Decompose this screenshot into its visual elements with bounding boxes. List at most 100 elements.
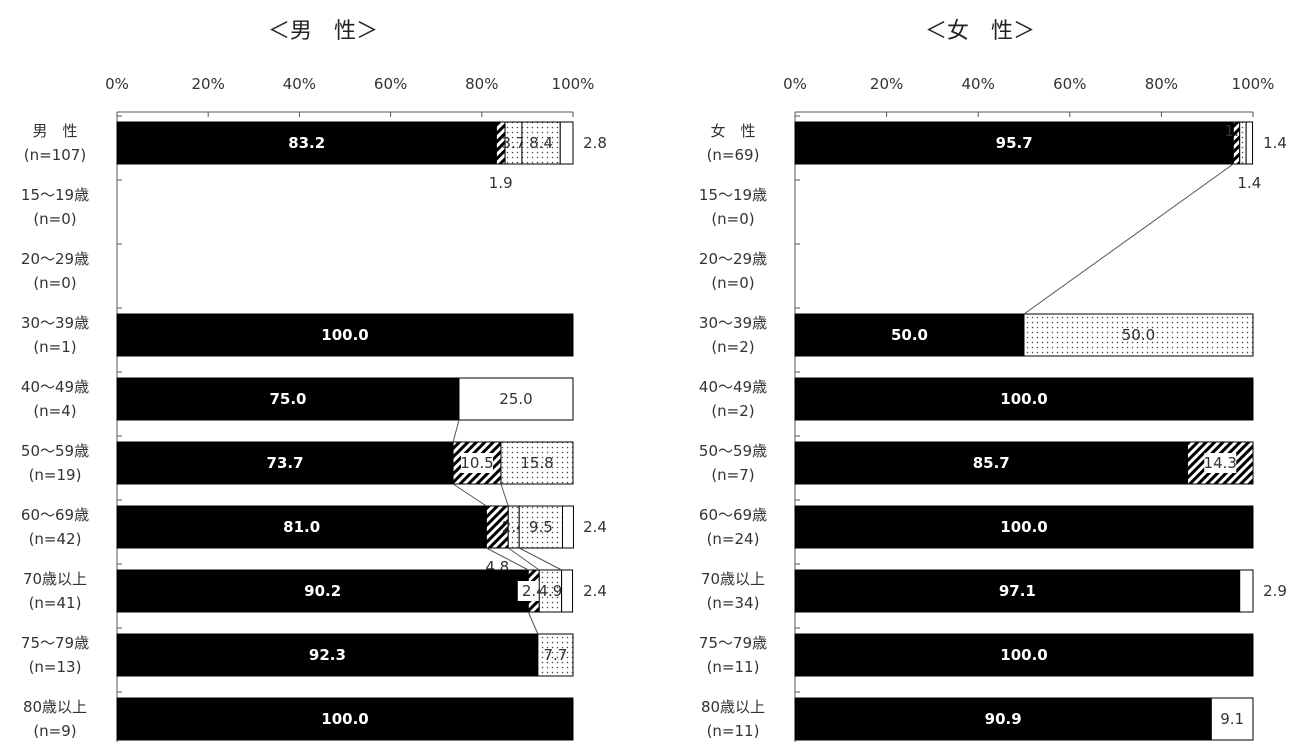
connector-line: [527, 611, 539, 635]
category-label: 50～59歳: [21, 442, 89, 460]
data-label: 100.0: [321, 326, 368, 344]
data-label: 10.5: [460, 454, 493, 472]
x-tick-label: 60%: [1053, 75, 1086, 93]
bar-segment: [458, 377, 574, 421]
connector-line: [500, 483, 509, 507]
category-label: 15～19歳: [699, 186, 767, 204]
bar-segment: [794, 505, 1254, 549]
data-label: 90.2: [304, 582, 341, 600]
bar-segment: [559, 121, 574, 165]
connector-line: [1023, 163, 1234, 315]
x-tick-label: 0%: [105, 75, 129, 93]
category-label: 70歳以上: [23, 570, 87, 588]
bar-segment: [116, 697, 574, 741]
data-label: 8.4: [529, 134, 553, 152]
bar-segment: [1023, 313, 1254, 357]
category-n-label: (n=4): [33, 402, 76, 420]
category-n-label: (n=107): [24, 146, 86, 164]
x-tick-label: 40%: [283, 75, 316, 93]
data-label: 100.0: [1000, 390, 1047, 408]
category-n-label: (n=11): [707, 658, 760, 676]
category-label: 30～39歳: [699, 314, 767, 332]
x-tick-label: 0%: [783, 75, 807, 93]
category-n-label: (n=2): [711, 402, 754, 420]
category-label: 60～69歳: [21, 506, 89, 524]
data-label: 1.4: [1237, 174, 1261, 192]
chart-panel-female: ＜女 性＞ 0% 20% 40% 60% 80% 100% 女 性 (n=69) 95.7 1.4 1…: [699, 19, 1287, 742]
data-label: 95.7: [996, 134, 1033, 152]
category-label: 75～79歳: [21, 634, 89, 652]
data-label: 3.7: [502, 134, 526, 152]
category-n-label: (n=19): [29, 466, 82, 484]
bar-segment: [794, 121, 1234, 165]
bar-segment: [794, 441, 1189, 485]
category-n-label: (n=42): [29, 530, 82, 548]
category-n-label: (n=0): [33, 274, 76, 292]
data-label: 2.4: [583, 518, 607, 536]
category-label: 女 性: [710, 122, 755, 140]
bar-segment: [537, 633, 574, 677]
bar-segment: [500, 441, 574, 485]
bar-segment: [1239, 569, 1254, 613]
data-label: 90.9: [985, 710, 1022, 728]
data-label: 4.9: [538, 582, 562, 600]
x-tick-label: 20%: [192, 75, 225, 93]
category-label: 15～19歳: [21, 186, 89, 204]
chart-title: ＜女 性＞: [925, 19, 1035, 44]
data-label: 9.5: [529, 518, 553, 536]
data-label: 81.0: [283, 518, 320, 536]
category-label: 70歳以上: [701, 570, 765, 588]
connector-line: [486, 547, 529, 571]
bar-segment: [561, 569, 574, 613]
category-label: 20～29歳: [21, 250, 89, 268]
category-n-label: (n=7): [711, 466, 754, 484]
data-label: 100.0: [321, 710, 368, 728]
bar-segment: [518, 505, 564, 549]
data-label: 14.3: [1204, 454, 1237, 472]
connector-line: [507, 547, 540, 571]
category-label: 40～49歳: [21, 378, 89, 396]
category-n-label: (n=9): [33, 722, 76, 740]
category-label: 20～29歳: [699, 250, 767, 268]
data-label: 25.0: [499, 390, 532, 408]
data-label: 73.7: [267, 454, 304, 472]
bar-segment: [116, 505, 487, 549]
data-label: 100.0: [1000, 518, 1047, 536]
category-n-label: (n=2): [711, 338, 754, 356]
data-label-bg: [461, 453, 494, 473]
connector-line: [518, 547, 562, 571]
connector-line: [452, 419, 460, 443]
data-label: 2.9: [1263, 582, 1287, 600]
category-n-label: (n=41): [29, 594, 82, 612]
data-label: 83.2: [288, 134, 325, 152]
category-label: 60～69歳: [699, 506, 767, 524]
category-label: 80歳以上: [701, 698, 765, 716]
category-n-label: (n=34): [707, 594, 760, 612]
category-n-label: (n=24): [707, 530, 760, 548]
category-label: 30～39歳: [21, 314, 89, 332]
data-label: 85.7: [973, 454, 1010, 472]
bar-segment: [116, 569, 529, 613]
data-label: 2.4: [583, 582, 607, 600]
bar-segment: [794, 633, 1254, 677]
bar-segment: [116, 633, 539, 677]
bar-segment: [116, 441, 454, 485]
bar-segment: [1239, 121, 1247, 165]
data-label: 50.0: [1122, 326, 1155, 344]
x-tick-label: 80%: [1145, 75, 1178, 93]
x-tick-label: 20%: [870, 75, 903, 93]
data-label: 50.0: [891, 326, 928, 344]
category-label: 75～79歳: [699, 634, 767, 652]
category-n-label: (n=0): [33, 210, 76, 228]
chart-panel-male: ＜男 性＞ 0% 20% 40% 60% 80% 100% 男 性 (n=107) 83.2 1.9…: [21, 19, 607, 742]
bar-segment: [562, 505, 574, 549]
data-label: 7.7: [544, 646, 568, 664]
category-n-label: (n=1): [33, 338, 76, 356]
category-label: 40～49歳: [699, 378, 767, 396]
data-label: 1.4: [1263, 134, 1287, 152]
category-label: 80歳以上: [23, 698, 87, 716]
x-tick-label: 60%: [374, 75, 407, 93]
data-label: 97.1: [999, 582, 1036, 600]
